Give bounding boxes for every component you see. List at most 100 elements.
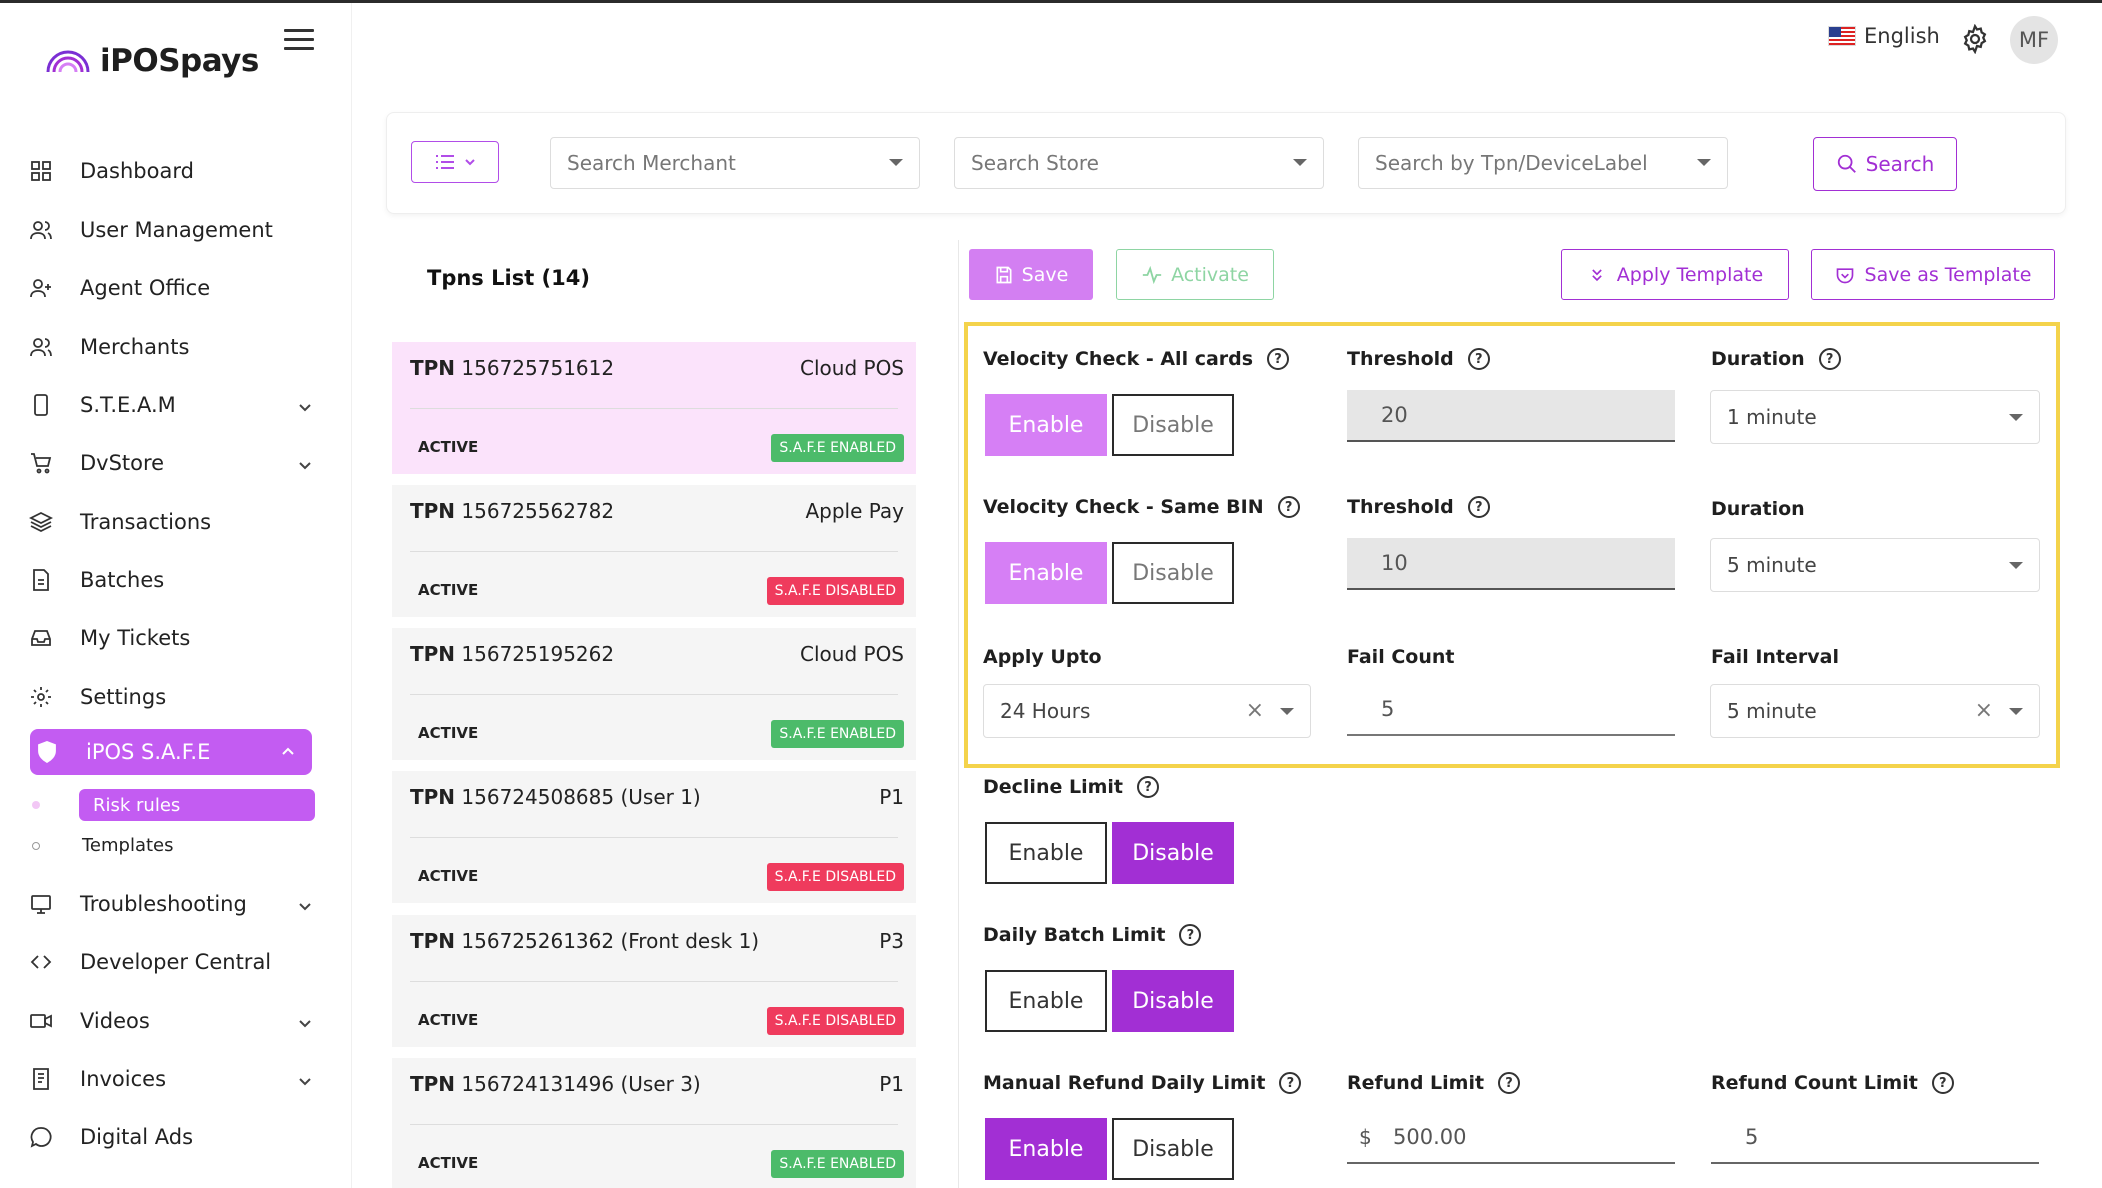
help-icon[interactable]: ? [1931, 1072, 1954, 1094]
daily-batch-enable-button[interactable]: Enable [985, 970, 1107, 1032]
tpn-list[interactable]: TPN 156725751612 Cloud POS ACTIVE S.A.F.… [392, 342, 916, 1188]
sidebar-item-videos[interactable]: Videos [28, 998, 313, 1044]
divider [410, 837, 898, 838]
activate-button[interactable]: Activate [1116, 249, 1274, 300]
caret-down-icon [1293, 159, 1307, 166]
sidebar-item-label: Developer Central [80, 950, 272, 974]
tpn-id: TPN 156724508685 (User 1) [410, 785, 701, 809]
fail-count-label: Fail Count [1347, 646, 1455, 668]
search-icon [1837, 154, 1856, 173]
velocity-all-threshold-input[interactable]: 20 [1347, 390, 1675, 442]
help-icon[interactable]: ? [1818, 348, 1841, 370]
help-icon[interactable]: ? [1498, 1072, 1521, 1094]
sidebar-subitem-templates[interactable]: Templates [32, 835, 174, 856]
currency-symbol: $ [1359, 1125, 1372, 1149]
panel-divider [958, 240, 959, 1188]
logo-text: iPOSpays [100, 43, 259, 79]
sidebar-item-label: Dashboard [80, 159, 194, 183]
help-icon[interactable]: ? [1277, 496, 1300, 518]
apply-template-button[interactable]: Apply Template [1561, 249, 1789, 300]
sidebar-item-batches[interactable]: Batches [28, 557, 313, 603]
tpn-id: TPN 156724131496 (User 3) [410, 1072, 701, 1096]
tpn-card[interactable]: TPN 156725195262 Cloud POS ACTIVE S.A.F.… [392, 628, 916, 760]
sidebar-item-developer-central[interactable]: Developer Central [28, 939, 313, 985]
refund-count-input[interactable]: 5 [1711, 1112, 2039, 1164]
sidebar-item-label: User Management [80, 218, 273, 242]
list-view-toggle[interactable] [411, 141, 499, 183]
sidebar-item-invoices[interactable]: Invoices [28, 1056, 313, 1102]
floppy-icon [996, 266, 1012, 283]
chevron-down-icon [297, 454, 313, 470]
store-search-select[interactable]: Search Store [954, 137, 1324, 189]
fail-count-input[interactable]: 5 [1347, 684, 1675, 736]
logo[interactable]: iPOSpays [44, 43, 259, 79]
tpn-status: ACTIVE [418, 867, 479, 885]
help-icon[interactable]: ? [1467, 348, 1490, 370]
fail-interval-select[interactable]: 5 minute × [1710, 684, 2040, 738]
device-icon [28, 392, 54, 418]
refund-limit-input[interactable]: $ 500.00 [1347, 1112, 1675, 1164]
sidebar-item-merchants[interactable]: Merchants [28, 324, 313, 370]
invoice-icon [28, 1066, 54, 1092]
gear-icon [28, 684, 54, 710]
manual-refund-enable-button[interactable]: Enable [985, 1118, 1107, 1180]
save-as-template-button[interactable]: Save as Template [1811, 249, 2055, 300]
cart-icon [28, 450, 54, 476]
apply-template-label: Apply Template [1616, 263, 1764, 286]
sidebar-item-settings[interactable]: Settings [28, 674, 313, 720]
sidebar-item-label: Batches [80, 568, 165, 592]
tpn-card[interactable]: TPN 156724131496 (User 3) P1 ACTIVE S.A.… [392, 1058, 916, 1188]
velocity-all-enable-button[interactable]: Enable [985, 394, 1107, 456]
sidebar-item-ipos-safe[interactable]: iPOS S.A.F.E [30, 729, 312, 775]
velocity-all-duration-value: 1 minute [1727, 405, 1817, 429]
sidebar-item-dashboard[interactable]: Dashboard [28, 148, 313, 194]
decline-limit-enable-button[interactable]: Enable [985, 822, 1107, 884]
sidebar-item-troubleshooting[interactable]: Troubleshooting [28, 881, 313, 927]
merchant-search-select[interactable]: Search Merchant [550, 137, 920, 189]
help-icon[interactable]: ? [1467, 496, 1490, 518]
velocity-all-disable-button[interactable]: Disable [1112, 394, 1234, 456]
help-icon[interactable]: ? [1137, 776, 1159, 798]
language-selector[interactable]: English [1828, 24, 1940, 48]
clear-icon[interactable]: × [1245, 698, 1264, 723]
apply-upto-select[interactable]: 24 Hours × [983, 684, 1311, 738]
tpn-card[interactable]: TPN 156725562782 Apple Pay ACTIVE S.A.F.… [392, 485, 916, 617]
avatar[interactable]: MF [2010, 16, 2058, 64]
safe-status-badge: S.A.F.E ENABLED [771, 434, 904, 462]
tpn-card[interactable]: TPN 156724508685 (User 1) P1 ACTIVE S.A.… [392, 771, 916, 903]
decline-limit-disable-button[interactable]: Disable [1112, 822, 1234, 884]
velocity-bin-threshold-input[interactable]: 10 [1347, 538, 1675, 590]
velocity-bin-enable-button[interactable]: Enable [985, 542, 1107, 604]
clear-icon[interactable]: × [1974, 698, 1993, 723]
sidebar-item-agent-office[interactable]: Agent Office [28, 265, 313, 311]
manual-refund-label: Manual Refund Daily Limit? [983, 1072, 1302, 1094]
sidebar-item-digital-ads[interactable]: Digital Ads [28, 1114, 313, 1160]
sidebar-item-user-management[interactable]: User Management [28, 207, 313, 253]
chevron-down-icon [297, 396, 313, 412]
sidebar-item-dvstore[interactable]: DvStore [28, 440, 313, 486]
help-icon[interactable]: ? [1267, 348, 1290, 370]
caret-down-icon [889, 159, 903, 166]
help-icon[interactable]: ? [1179, 924, 1202, 946]
daily-batch-disable-button[interactable]: Disable [1112, 970, 1234, 1032]
velocity-bin-disable-button[interactable]: Disable [1112, 542, 1234, 604]
tpn-card[interactable]: TPN 156725751612 Cloud POS ACTIVE S.A.F.… [392, 342, 916, 474]
settings-gear-icon[interactable] [1960, 23, 1990, 55]
velocity-bin-duration-select[interactable]: 5 minute [1710, 538, 2040, 592]
help-icon[interactable]: ? [1279, 1072, 1302, 1094]
sidebar-subitem-risk-rules[interactable]: Risk rules [32, 789, 315, 821]
sidebar-item-steam[interactable]: S.T.E.A.M [28, 382, 313, 428]
tpn-card[interactable]: TPN 156725261362 (Front desk 1) P3 ACTIV… [392, 915, 916, 1047]
save-button[interactable]: Save [969, 249, 1093, 300]
users-icon [28, 334, 54, 360]
velocity-all-duration-select[interactable]: 1 minute [1710, 390, 2040, 444]
tpn-type: P1 [879, 1072, 904, 1096]
manual-refund-disable-button[interactable]: Disable [1112, 1118, 1234, 1180]
divider [410, 694, 898, 695]
sidebar-item-transactions[interactable]: Transactions [28, 499, 313, 545]
sidebar-item-my-tickets[interactable]: My Tickets [28, 615, 313, 661]
search-button[interactable]: Search [1813, 137, 1957, 191]
chevron-down-icon [465, 159, 475, 166]
menu-toggle-icon[interactable] [284, 29, 314, 53]
tpn-search-select[interactable]: Search by Tpn/DeviceLabel [1358, 137, 1728, 189]
